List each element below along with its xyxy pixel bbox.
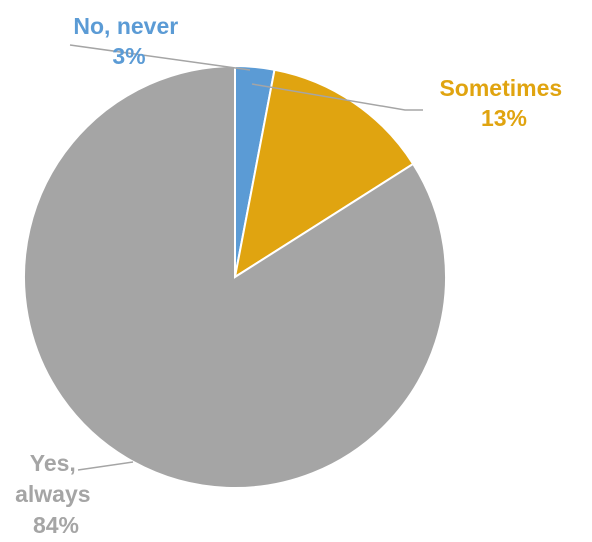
slice-label-sometimes-value: 13% — [481, 105, 527, 131]
leader-line-no-never — [69, 44, 251, 71]
slice-label-sometimes-name: Sometimes — [439, 75, 562, 101]
slice-label-sometimes: Sometimes 13% — [439, 75, 568, 131]
slice-label-yes-always-value: 84% — [33, 512, 79, 538]
slice-label-no-never-name: No, never — [73, 13, 178, 39]
slice-label-yes-always: Yes, always 84% — [15, 450, 97, 538]
slice-label-yes-always-name-2: always — [15, 481, 90, 507]
leader-lines — [69, 44, 423, 471]
slice-label-no-never: No, never 3% — [73, 13, 184, 69]
leader-line-yes-always — [77, 461, 134, 471]
pie-slices — [23, 64, 447, 489]
pie-slice-yes-always — [23, 64, 447, 489]
pie-slice-sometimes — [233, 68, 415, 280]
slice-label-yes-always-name-1: Yes, — [30, 450, 76, 476]
leader-line-sometimes — [251, 83, 423, 111]
slice-label-no-never-value: 3% — [112, 43, 145, 69]
